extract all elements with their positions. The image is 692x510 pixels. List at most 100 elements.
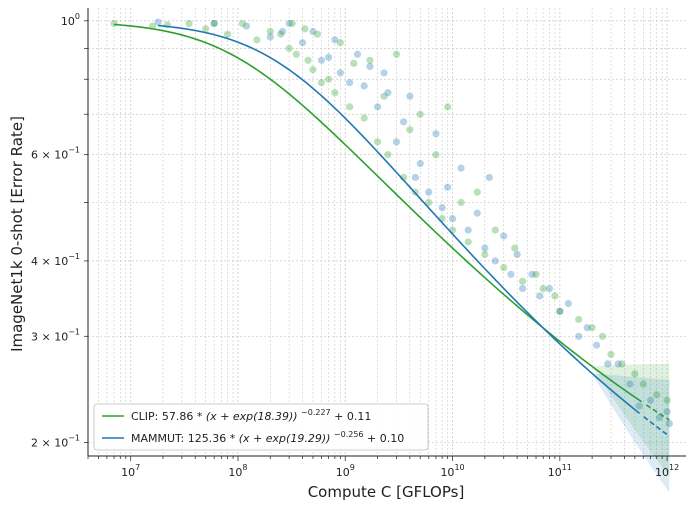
fit-curves bbox=[114, 23, 670, 493]
legend-mammut-base: (x + exp(19.29)) bbox=[239, 432, 331, 445]
clip-scatter-point bbox=[360, 114, 368, 122]
x-tick-base: 10 bbox=[121, 466, 135, 479]
mammut-scatter-point bbox=[353, 50, 362, 58]
legend-mammut-exp: −0.256 bbox=[334, 430, 364, 439]
clip-scatter-point bbox=[238, 19, 247, 28]
y-tick-mantissa: 4 × 10 bbox=[31, 255, 68, 268]
mammut-scatter-point bbox=[154, 18, 162, 26]
x-tick-base: 10 bbox=[336, 466, 350, 479]
y-tick-exponent: 0 bbox=[75, 12, 80, 21]
mammut-scatter-point bbox=[500, 232, 508, 240]
y-tick-label: 2 × 10−1 bbox=[31, 434, 80, 450]
legend-clip-times: * bbox=[197, 410, 206, 423]
mammut-scatter-point bbox=[464, 226, 472, 234]
clip-scatter-point bbox=[631, 370, 639, 378]
mammut-scatter-point bbox=[528, 270, 536, 278]
scatter-points bbox=[110, 18, 673, 428]
y-tick-exponent: −1 bbox=[68, 434, 80, 443]
x-tick-label: 108 bbox=[228, 463, 247, 479]
clip-fit-extrapolation bbox=[645, 404, 670, 421]
clip-scatter-point bbox=[350, 59, 358, 67]
x-tick-exponent: 11 bbox=[562, 463, 572, 472]
mammut-scatter-point bbox=[448, 215, 457, 223]
x-axis-label: Compute C [GFLOPs] bbox=[308, 483, 465, 501]
mammut-scatter-point bbox=[583, 324, 591, 332]
clip-scatter-point bbox=[366, 56, 374, 64]
clip-scatter-point bbox=[285, 44, 293, 52]
mammut-scatter-point bbox=[366, 62, 374, 71]
clip-fit-line bbox=[114, 23, 643, 403]
clip-scatter-point bbox=[539, 284, 547, 293]
mammut-scatter-point bbox=[392, 138, 401, 146]
y-tick-mantissa: 6 × 10 bbox=[31, 149, 68, 162]
mammut-fit-extrapolation bbox=[643, 416, 670, 437]
clip-scatter-point bbox=[464, 238, 472, 246]
mammut-scatter-point bbox=[325, 53, 333, 61]
mammut-scatter-point bbox=[380, 69, 388, 77]
clip-scatter-point bbox=[346, 103, 354, 111]
clip-scatter-point bbox=[301, 25, 309, 33]
clip-scatter-point bbox=[373, 138, 382, 146]
clip-scatter-point bbox=[292, 50, 300, 58]
mammut-scatter-point bbox=[242, 22, 251, 30]
clip-scatter-point bbox=[406, 126, 414, 134]
clip-scatter-point bbox=[110, 19, 118, 28]
clip-scatter-point bbox=[639, 380, 647, 388]
x-tick-exponent: 9 bbox=[350, 463, 355, 472]
mammut-scatter-point bbox=[444, 183, 452, 191]
mammut-scatter-point bbox=[491, 257, 499, 265]
mammut-confidence-band bbox=[592, 373, 670, 493]
clip-scatter-point bbox=[618, 360, 626, 368]
clip-scatter-point bbox=[481, 250, 489, 259]
clip-scatter-point bbox=[438, 215, 446, 223]
mammut-scatter-point bbox=[285, 19, 293, 28]
mammut-scatter-point bbox=[536, 292, 544, 300]
x-tick-base: 10 bbox=[548, 466, 562, 479]
x-tick-exponent: 10 bbox=[454, 463, 464, 472]
x-tick-label: 1011 bbox=[548, 463, 572, 479]
mammut-scatter-point bbox=[575, 332, 583, 340]
mammut-fit-line bbox=[158, 24, 641, 415]
clip-scatter-point bbox=[607, 350, 615, 358]
clip-scatter-point bbox=[392, 50, 401, 58]
mammut-scatter-point bbox=[519, 284, 527, 293]
x-tick-base: 10 bbox=[440, 466, 454, 479]
y-tick-mantissa: 2 × 10 bbox=[31, 437, 68, 450]
clip-scatter-point bbox=[202, 25, 210, 33]
mammut-scatter-point bbox=[513, 250, 521, 259]
clip-scatter-point bbox=[519, 277, 527, 285]
mammut-scatter-point bbox=[416, 159, 424, 168]
clip-scatter-point bbox=[223, 30, 232, 38]
clip-scatter-point bbox=[416, 110, 424, 118]
legend-entry-clip: CLIP: 57.86 * (x + exp(18.39)) −0.227 + … bbox=[131, 405, 371, 423]
legend: CLIP: 57.86 * (x + exp(18.39)) −0.227 + … bbox=[93, 403, 429, 451]
mammut-scatter-point bbox=[485, 173, 493, 182]
mammut-scatter-point bbox=[614, 360, 622, 368]
y-tick-label: 100 bbox=[61, 12, 80, 28]
mammut-scatter-point bbox=[309, 27, 317, 36]
y-tick-label: 3 × 10−1 bbox=[31, 327, 80, 343]
mammut-scatter-point bbox=[346, 78, 354, 87]
clip-scatter-point bbox=[491, 226, 499, 234]
mammut-scatter-point bbox=[635, 402, 643, 410]
clip-scatter-point bbox=[336, 39, 344, 47]
legend-clip-exp: −0.227 bbox=[301, 408, 331, 417]
y-tick-mantissa: 10 bbox=[61, 15, 75, 28]
legend-box bbox=[93, 403, 429, 451]
clip-scatter-point bbox=[277, 30, 285, 38]
mammut-scatter-point bbox=[545, 284, 554, 293]
mammut-scatter-point bbox=[564, 299, 572, 308]
clip-scatter-point bbox=[532, 270, 540, 278]
clip-scatter-point bbox=[309, 66, 317, 74]
mammut-scatter-point bbox=[384, 89, 392, 97]
clip-scatter-point bbox=[253, 36, 261, 44]
mammut-scatter-point bbox=[406, 92, 414, 100]
clip-scatter-point bbox=[448, 226, 457, 234]
mammut-scatter-point bbox=[360, 82, 368, 90]
clip-scatter-point bbox=[313, 30, 322, 38]
clip-scatter-point bbox=[266, 27, 274, 36]
clip-confidence-band bbox=[592, 363, 670, 477]
clip-scatter-point bbox=[663, 396, 671, 404]
y-tick-exponent: −1 bbox=[68, 252, 80, 261]
mammut-scatter-point bbox=[665, 420, 673, 428]
